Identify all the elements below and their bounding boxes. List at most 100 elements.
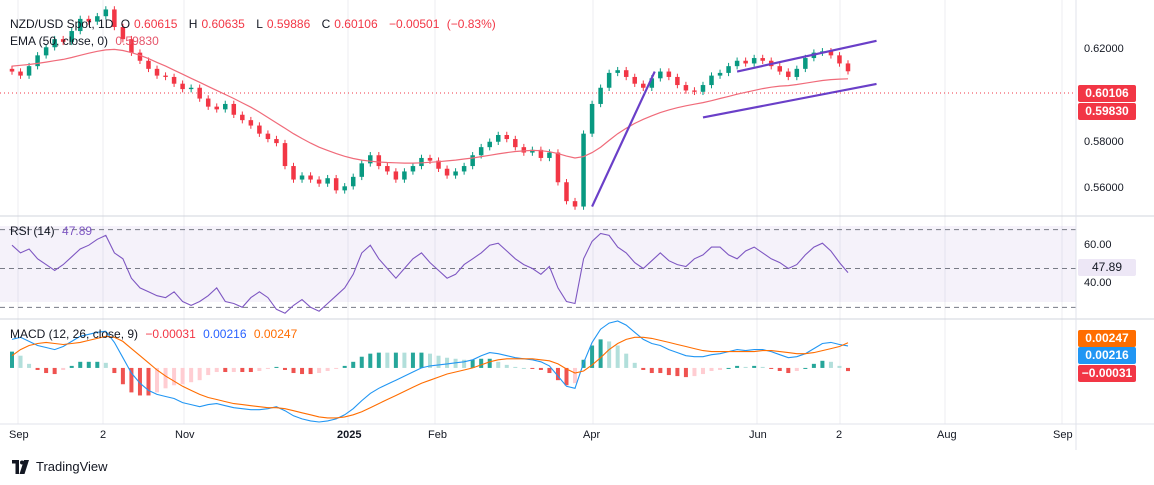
macd-legend-hist: −0.00031 xyxy=(145,327,196,341)
candle-body xyxy=(692,90,697,92)
macd-hist-bar xyxy=(598,339,603,368)
macd-hist-bar xyxy=(368,353,373,368)
macd-hist-bar xyxy=(308,367,313,375)
macd-label: MACD (12, 26, close, 9) xyxy=(10,327,139,341)
macd-hist-bar xyxy=(607,341,612,368)
candle-body xyxy=(299,175,305,180)
candle-body xyxy=(803,58,808,69)
symbol-title: NZD/USD Spot, 1D xyxy=(10,17,114,31)
brand-name: TradingView xyxy=(36,459,108,474)
macd-hist-bar xyxy=(180,367,185,385)
candle-body xyxy=(95,16,100,22)
channel-line-lower xyxy=(702,82,877,119)
candle-body xyxy=(786,71,791,77)
macd-hist-bar xyxy=(718,367,723,370)
candle-body xyxy=(760,58,765,61)
macd-hist-bar xyxy=(692,367,697,377)
macd-hist-bar xyxy=(445,357,450,368)
candle-body xyxy=(709,75,714,86)
candle-body xyxy=(112,9,117,27)
rsi-value-tag: 47.89 xyxy=(1078,259,1136,276)
candle-body xyxy=(777,66,783,72)
macd-hist-bar xyxy=(282,367,287,370)
time-label-sep-2: Sep xyxy=(1053,429,1073,441)
macd-hist-bar xyxy=(10,351,14,368)
ohlc-change-pct: (−0.83%) xyxy=(446,17,496,31)
macd-hist-bar xyxy=(521,367,526,369)
candle-body xyxy=(828,51,834,56)
macd-hist-bar xyxy=(504,364,509,368)
macd-hist-bar xyxy=(146,367,151,396)
macd-hist-bar xyxy=(470,359,475,368)
price-tick-0: 0.62000 xyxy=(1084,43,1124,55)
macd-hist-bar xyxy=(777,367,782,371)
macd-hist-bar xyxy=(726,367,731,369)
candle-body xyxy=(675,76,680,86)
macd-hist-bar xyxy=(197,367,202,381)
candle-body xyxy=(513,139,518,148)
candle-body xyxy=(598,87,603,104)
macd-hist-bar xyxy=(300,367,305,375)
candle-body xyxy=(316,179,322,184)
macd-hist-bar xyxy=(752,365,757,368)
macd-hist-bar xyxy=(786,367,791,374)
ema-label: EMA (50, close, 0) xyxy=(10,34,109,48)
candle-body xyxy=(146,60,151,69)
price-tick-2: 0.56000 xyxy=(1084,182,1124,194)
macd-hist-bar xyxy=(129,367,134,393)
candle-body xyxy=(103,9,109,17)
macd-hist-bar xyxy=(155,367,160,393)
macd-hist-bar xyxy=(112,367,117,374)
channel-line-impulse xyxy=(591,71,656,208)
macd-hist-bar xyxy=(35,367,40,370)
candle-body xyxy=(581,133,586,207)
time-label-feb: Feb xyxy=(428,429,447,441)
macd-hist-bar xyxy=(624,353,629,368)
rsi-tick-40: 40.00 xyxy=(1084,277,1112,289)
candle-body xyxy=(43,47,49,56)
candle-body xyxy=(470,155,475,167)
candle-body xyxy=(291,166,296,180)
macd-hist-bar xyxy=(410,352,415,368)
macd-hist-bar xyxy=(206,367,211,376)
candle-body xyxy=(589,103,595,134)
macd-hist-bar xyxy=(248,367,253,373)
candle-body xyxy=(478,147,484,156)
macd-hist-bar xyxy=(52,367,57,375)
candle-body xyxy=(385,166,390,172)
candle-body xyxy=(410,166,416,172)
macd-hist-bar xyxy=(811,363,816,368)
candle-body xyxy=(180,83,185,90)
macd-legend-macd: 0.00216 xyxy=(203,327,247,341)
channel-line-upper xyxy=(736,39,877,73)
candle-body xyxy=(205,98,211,107)
time-label-nov: Nov xyxy=(175,429,195,441)
macd-hist-bar xyxy=(735,365,740,368)
candle-body xyxy=(700,85,706,92)
macd-hist-bar xyxy=(666,367,671,376)
macd-hist-bar xyxy=(419,352,424,368)
macd-hist-bar xyxy=(351,361,356,368)
ohlc-high: H 0.60635 xyxy=(188,17,245,31)
macd-hist-bar xyxy=(172,367,177,386)
candle-body xyxy=(163,75,168,77)
macd-hist-bar xyxy=(44,367,49,374)
candle-body xyxy=(734,60,740,67)
macd-legend-signal: 0.00247 xyxy=(253,327,298,341)
macd-hist-tag: −0.00031 xyxy=(1078,365,1136,382)
ohlc-close: C 0.60106 xyxy=(321,17,378,31)
macd-hist-bar xyxy=(27,363,32,368)
macd-hist-bar xyxy=(479,358,484,368)
candle-body xyxy=(393,171,399,180)
candle-body xyxy=(564,182,569,202)
macd-hist-bar xyxy=(257,367,262,371)
candle-body xyxy=(632,76,637,84)
macd-hist-bar xyxy=(760,366,765,368)
macd-hist-bar xyxy=(86,361,91,368)
ohlc-open: O 0.60615 xyxy=(120,17,178,31)
macd-hist-bar xyxy=(530,367,535,369)
tradingview-brand[interactable]: TradingView xyxy=(10,459,108,474)
signal-line xyxy=(11,335,849,419)
macd-hist-bar xyxy=(769,367,774,369)
candle-body xyxy=(555,152,561,183)
